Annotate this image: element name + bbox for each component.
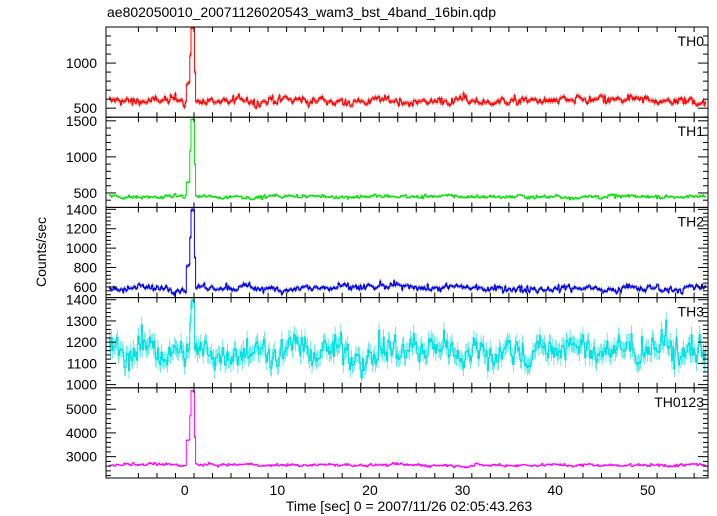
- y-tick-label: 3000: [66, 449, 97, 465]
- chart-title: ae802050010_20071126020543_wam3_bst_4ban…: [107, 4, 496, 20]
- panel-label: TH1: [678, 123, 705, 139]
- y-tick-label: 1200: [66, 334, 97, 350]
- series-th2: [108, 209, 707, 296]
- x-tick-label: 20: [362, 482, 378, 498]
- y-tick-label: 500: [74, 185, 98, 201]
- series-th0123: [108, 390, 707, 469]
- y-tick-label: 1400: [66, 292, 97, 308]
- series-th0: [108, 27, 707, 109]
- y-tick-label: 1400: [66, 201, 97, 217]
- panel-th0123: 3000 4000 5000 TH0123: [66, 387, 709, 479]
- panel-frame: [105, 116, 709, 208]
- series-th3: [108, 299, 707, 379]
- y-tick-label: 1000: [66, 55, 97, 71]
- y-tick-label: 800: [74, 260, 98, 276]
- series-th2-errors: [109, 207, 706, 297]
- panel-th3: 1000 1100 1200 1300 1400 TH3: [66, 292, 709, 393]
- panels: 500 1000 TH0 500 1000 1500 TH1 600 800 1000 1200 14…: [66, 26, 709, 479]
- y-tick-label: 1200: [66, 221, 97, 237]
- y-axis-title: Counts/sec: [33, 217, 49, 287]
- x-axis-title: Time [sec] 0 = 2007/11/26 02:05:43.263: [286, 498, 533, 514]
- y-tick-label: 1100: [67, 355, 97, 371]
- x-tick-label: 40: [547, 482, 563, 498]
- panel-label: TH2: [678, 213, 705, 229]
- x-axis: 0 10 20 30 40 50: [181, 482, 656, 498]
- series-th1-errors: [109, 118, 706, 201]
- y-tick-label: 4000: [66, 425, 97, 441]
- panel-label: TH3: [678, 304, 705, 320]
- y-tick-label: 500: [74, 100, 98, 116]
- series-th0123-errors: [109, 390, 706, 469]
- panel-th1: 500 1000 1500 TH1: [66, 113, 709, 208]
- panel-label: TH0123: [654, 394, 704, 410]
- y-tick-label: 1000: [66, 377, 97, 393]
- series-th1: [108, 118, 707, 201]
- y-tick-label: 1500: [66, 113, 97, 129]
- y-tick-label: 600: [74, 279, 98, 295]
- y-tick-label: 1000: [66, 240, 97, 256]
- panel-label: TH0: [678, 33, 705, 49]
- y-tick-label: 5000: [66, 401, 97, 417]
- x-tick-label: 30: [455, 482, 471, 498]
- x-tick-label: 50: [640, 482, 656, 498]
- x-tick-label: 0: [181, 482, 189, 498]
- series-th0-errors: [109, 27, 706, 110]
- y-tick-label: 1300: [66, 313, 97, 329]
- series-th3-errors: [109, 297, 706, 387]
- x-tick-label: 10: [270, 482, 286, 498]
- panel-th0: 500 1000 TH0: [66, 26, 709, 118]
- y-tick-label: 1000: [66, 149, 97, 165]
- panel-th2: 600 800 1000 1200 1400 TH2: [66, 201, 709, 299]
